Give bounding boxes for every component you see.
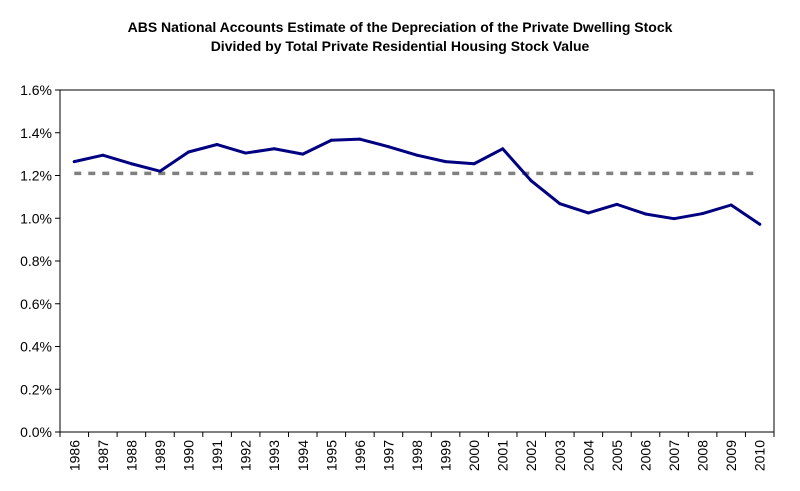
x-tick-label: 1988	[123, 440, 139, 471]
chart-subtitle: Divided by Total Private Residential Hou…	[210, 38, 590, 54]
data-point	[729, 203, 733, 207]
x-tick-label: 2002	[523, 440, 539, 471]
data-point	[501, 147, 505, 151]
data-point	[244, 151, 248, 155]
x-tick-label: 1992	[238, 440, 254, 471]
data-point	[444, 160, 448, 164]
y-tick-label: 1.0%	[20, 210, 52, 226]
x-tick-label: 2006	[637, 440, 653, 471]
data-point	[272, 147, 276, 151]
x-tick-label: 2008	[695, 440, 711, 471]
data-point	[358, 137, 362, 141]
x-tick-label: 2010	[752, 440, 768, 471]
x-tick-label: 1991	[209, 440, 225, 471]
y-axis: 0.0% 0.2% 0.4% 0.6% 0.8% 1.0% 1.2% 1.4% 1.6%	[20, 82, 60, 440]
data-point	[529, 179, 533, 183]
data-point	[129, 162, 133, 166]
x-tick-label: 2009	[723, 440, 739, 471]
x-tick-label: 1993	[266, 440, 282, 471]
x-tick-label: 1998	[409, 440, 425, 471]
x-tick-label: 2005	[609, 440, 625, 471]
y-tick-label: 0.8%	[20, 253, 52, 269]
x-tick-label: 1994	[295, 440, 311, 471]
data-point	[101, 153, 105, 157]
data-point	[701, 212, 705, 216]
data-point	[758, 222, 762, 226]
x-tick-label: 2004	[580, 440, 596, 471]
x-tick-label: 1997	[380, 440, 396, 471]
series-layer	[72, 137, 762, 226]
x-tick-label: 1989	[152, 440, 168, 471]
data-point	[301, 152, 305, 156]
x-tick-label: 1987	[95, 440, 111, 471]
x-tick-label: 1999	[438, 440, 454, 471]
data-point	[558, 202, 562, 206]
x-tick-label: 2001	[495, 440, 511, 471]
data-point	[586, 211, 590, 215]
y-tick-label: 1.6%	[20, 82, 52, 98]
y-tick-label: 1.2%	[20, 168, 52, 184]
data-point	[386, 145, 390, 149]
chart-title: ABS National Accounts Estimate of the De…	[127, 19, 673, 35]
y-tick-label: 0.2%	[20, 381, 52, 397]
x-tick-label: 2007	[666, 440, 682, 471]
data-point	[415, 153, 419, 157]
y-tick-label: 0.0%	[20, 424, 52, 440]
series-line	[72, 137, 762, 226]
data-point	[215, 143, 219, 147]
x-tick-label: 1995	[323, 440, 339, 471]
data-point	[615, 202, 619, 206]
y-tick-label: 0.4%	[20, 339, 52, 355]
chart-title-block: ABS National Accounts Estimate of the De…	[0, 18, 800, 56]
data-point	[72, 160, 76, 164]
data-point	[329, 138, 333, 142]
x-tick-label: 2003	[552, 440, 568, 471]
x-tick-label: 2000	[466, 440, 482, 471]
data-point	[643, 212, 647, 216]
plot-area	[59, 89, 775, 433]
x-tick-label: 1986	[66, 440, 82, 471]
x-axis: 1986 1987 1988 1989 1990 1991 1992 1993 1994 1995…	[59, 432, 775, 471]
x-tick-label: 1990	[181, 440, 197, 471]
y-tick-label: 0.6%	[20, 296, 52, 312]
data-point	[672, 217, 676, 221]
data-point	[472, 162, 476, 166]
data-point	[187, 150, 191, 154]
x-tick-label: 1996	[352, 440, 368, 471]
y-tick-label: 1.4%	[20, 125, 52, 141]
data-point	[158, 169, 162, 173]
